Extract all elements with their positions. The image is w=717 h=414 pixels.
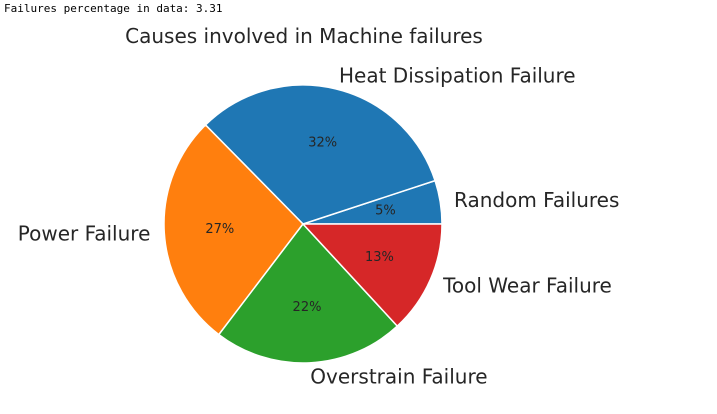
chart-title: Causes involved in Machine failures bbox=[125, 24, 483, 48]
pie-percent-heat-dissipation-failure: 32% bbox=[308, 136, 337, 151]
pie-label-tool-wear-failure: Tool Wear Failure bbox=[442, 273, 612, 297]
pie-slice-tool-wear-failure bbox=[302, 223, 443, 327]
pie-slice-power-failure bbox=[163, 124, 304, 336]
pie-percent-random-failures: 5% bbox=[375, 203, 396, 218]
pie-percent-overstrain-failure: 22% bbox=[293, 300, 322, 315]
pie-category-labels: Random Failures Heat Dissipation Failure P… bbox=[18, 63, 620, 388]
pie-percent-power-failure: 27% bbox=[205, 222, 234, 237]
pie-percent-tool-wear-failure: 13% bbox=[365, 250, 394, 265]
pie-percent-labels: 5% 32% 27% 22% 13% bbox=[205, 136, 395, 315]
pie-label-power-failure: Power Failure bbox=[18, 222, 151, 246]
pie-label-heat-dissipation-failure: Heat Dissipation Failure bbox=[339, 63, 576, 87]
pie-slice-heat-dissipation-failure bbox=[204, 84, 436, 225]
console-output-text: Failures percentage in data: 3.31 bbox=[4, 2, 223, 15]
pie-slice-overstrain-failure bbox=[218, 223, 399, 364]
pie-label-random-failures: Random Failures bbox=[454, 188, 619, 212]
pie-slices bbox=[163, 84, 443, 364]
pie-label-overstrain-failure: Overstrain Failure bbox=[310, 365, 487, 389]
